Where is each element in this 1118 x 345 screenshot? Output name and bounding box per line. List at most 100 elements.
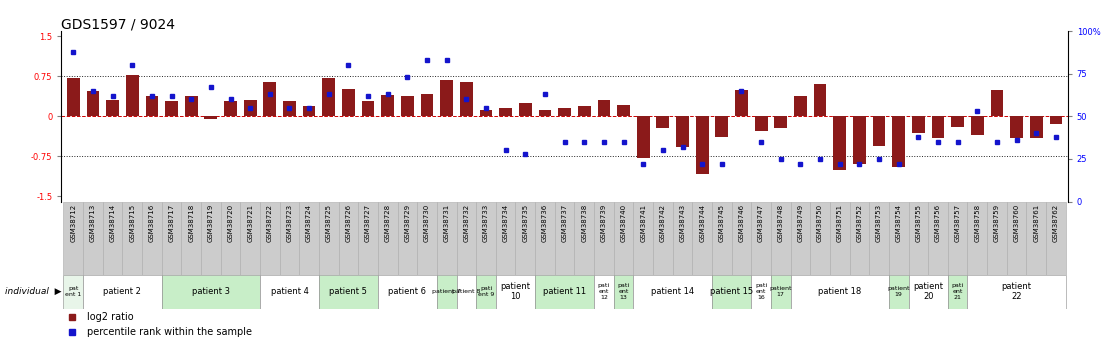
Bar: [951, 116, 964, 127]
Bar: [656, 116, 670, 128]
Bar: [303, 106, 315, 116]
Bar: [162, 201, 181, 275]
Bar: [892, 116, 906, 167]
Text: GSM38747: GSM38747: [758, 204, 764, 242]
Bar: [716, 116, 728, 137]
Text: GSM38741: GSM38741: [641, 204, 646, 242]
Text: patient 14: patient 14: [651, 287, 694, 296]
Bar: [991, 90, 1003, 116]
Text: GSM38728: GSM38728: [385, 204, 390, 242]
Bar: [755, 116, 767, 131]
Bar: [495, 201, 515, 275]
Bar: [967, 201, 987, 275]
Text: patient 7: patient 7: [433, 289, 461, 294]
Text: GSM38759: GSM38759: [994, 204, 999, 242]
Text: GSM38715: GSM38715: [130, 204, 135, 242]
Bar: [814, 85, 826, 116]
Text: GSM38750: GSM38750: [817, 204, 823, 242]
Bar: [145, 96, 159, 116]
Bar: [1011, 116, 1023, 138]
Bar: [201, 201, 220, 275]
Bar: [594, 275, 614, 309]
Bar: [775, 116, 787, 128]
Bar: [300, 201, 319, 275]
Text: pati
ent
12: pati ent 12: [598, 284, 610, 300]
Text: GSM38713: GSM38713: [89, 204, 96, 242]
Bar: [165, 101, 178, 116]
Bar: [912, 116, 925, 134]
Text: GSM38716: GSM38716: [149, 204, 155, 242]
Bar: [342, 89, 354, 116]
Bar: [987, 201, 1007, 275]
Text: GSM38739: GSM38739: [600, 204, 607, 242]
Bar: [948, 201, 967, 275]
Text: GSM38717: GSM38717: [169, 204, 174, 242]
Bar: [220, 201, 240, 275]
Text: individual  ▶: individual ▶: [4, 287, 61, 296]
Text: patient 18: patient 18: [818, 287, 861, 296]
Bar: [184, 96, 198, 116]
Bar: [928, 201, 948, 275]
Bar: [853, 116, 865, 164]
Bar: [597, 100, 610, 116]
Bar: [64, 275, 83, 309]
Bar: [614, 275, 634, 309]
Bar: [850, 201, 869, 275]
Bar: [970, 116, 984, 135]
Bar: [322, 78, 335, 116]
Text: GSM38734: GSM38734: [503, 204, 509, 242]
Text: GSM38755: GSM38755: [916, 204, 921, 242]
Bar: [594, 201, 614, 275]
Bar: [437, 275, 456, 309]
Text: GSM38762: GSM38762: [1053, 204, 1059, 242]
Text: GSM38724: GSM38724: [306, 204, 312, 242]
Bar: [637, 116, 650, 158]
Bar: [260, 275, 319, 309]
Bar: [751, 275, 771, 309]
Text: GSM38745: GSM38745: [719, 204, 724, 242]
Bar: [283, 101, 296, 116]
Bar: [771, 275, 790, 309]
Text: patient 11: patient 11: [543, 287, 586, 296]
Bar: [575, 201, 594, 275]
Text: GSM38743: GSM38743: [680, 204, 685, 242]
Text: patient 2: patient 2: [104, 287, 141, 296]
Text: pati
ent 9: pati ent 9: [477, 286, 494, 297]
Bar: [673, 201, 692, 275]
Bar: [634, 201, 653, 275]
Bar: [420, 94, 434, 116]
Text: GSM38740: GSM38740: [620, 204, 626, 242]
Bar: [790, 201, 811, 275]
Text: GSM38744: GSM38744: [699, 204, 705, 242]
Bar: [614, 201, 634, 275]
Bar: [378, 201, 398, 275]
Bar: [539, 110, 551, 116]
Bar: [456, 275, 476, 309]
Text: GSM38751: GSM38751: [836, 204, 843, 242]
Text: patient
17: patient 17: [769, 286, 792, 297]
Bar: [869, 201, 889, 275]
Text: GSM38732: GSM38732: [463, 204, 470, 242]
Text: GSM38726: GSM38726: [345, 204, 351, 242]
Text: pati
ent
16: pati ent 16: [755, 284, 767, 300]
Bar: [1046, 201, 1065, 275]
Text: log2 ratio: log2 ratio: [87, 312, 133, 322]
Bar: [83, 275, 162, 309]
Text: pat
ent 1: pat ent 1: [65, 286, 82, 297]
Bar: [967, 275, 1065, 309]
Bar: [695, 116, 709, 174]
Text: GSM38761: GSM38761: [1033, 204, 1040, 242]
Text: GSM38722: GSM38722: [267, 204, 273, 242]
Text: GSM38730: GSM38730: [424, 204, 430, 242]
Text: patient
20: patient 20: [913, 282, 944, 302]
Bar: [378, 275, 437, 309]
Bar: [889, 275, 909, 309]
Bar: [260, 201, 280, 275]
Bar: [244, 100, 256, 116]
Bar: [398, 201, 417, 275]
Text: patient
10: patient 10: [501, 282, 530, 302]
Bar: [555, 201, 575, 275]
Text: GSM38718: GSM38718: [188, 204, 195, 242]
Text: patient 3: patient 3: [192, 287, 230, 296]
Text: GSM38749: GSM38749: [797, 204, 804, 242]
